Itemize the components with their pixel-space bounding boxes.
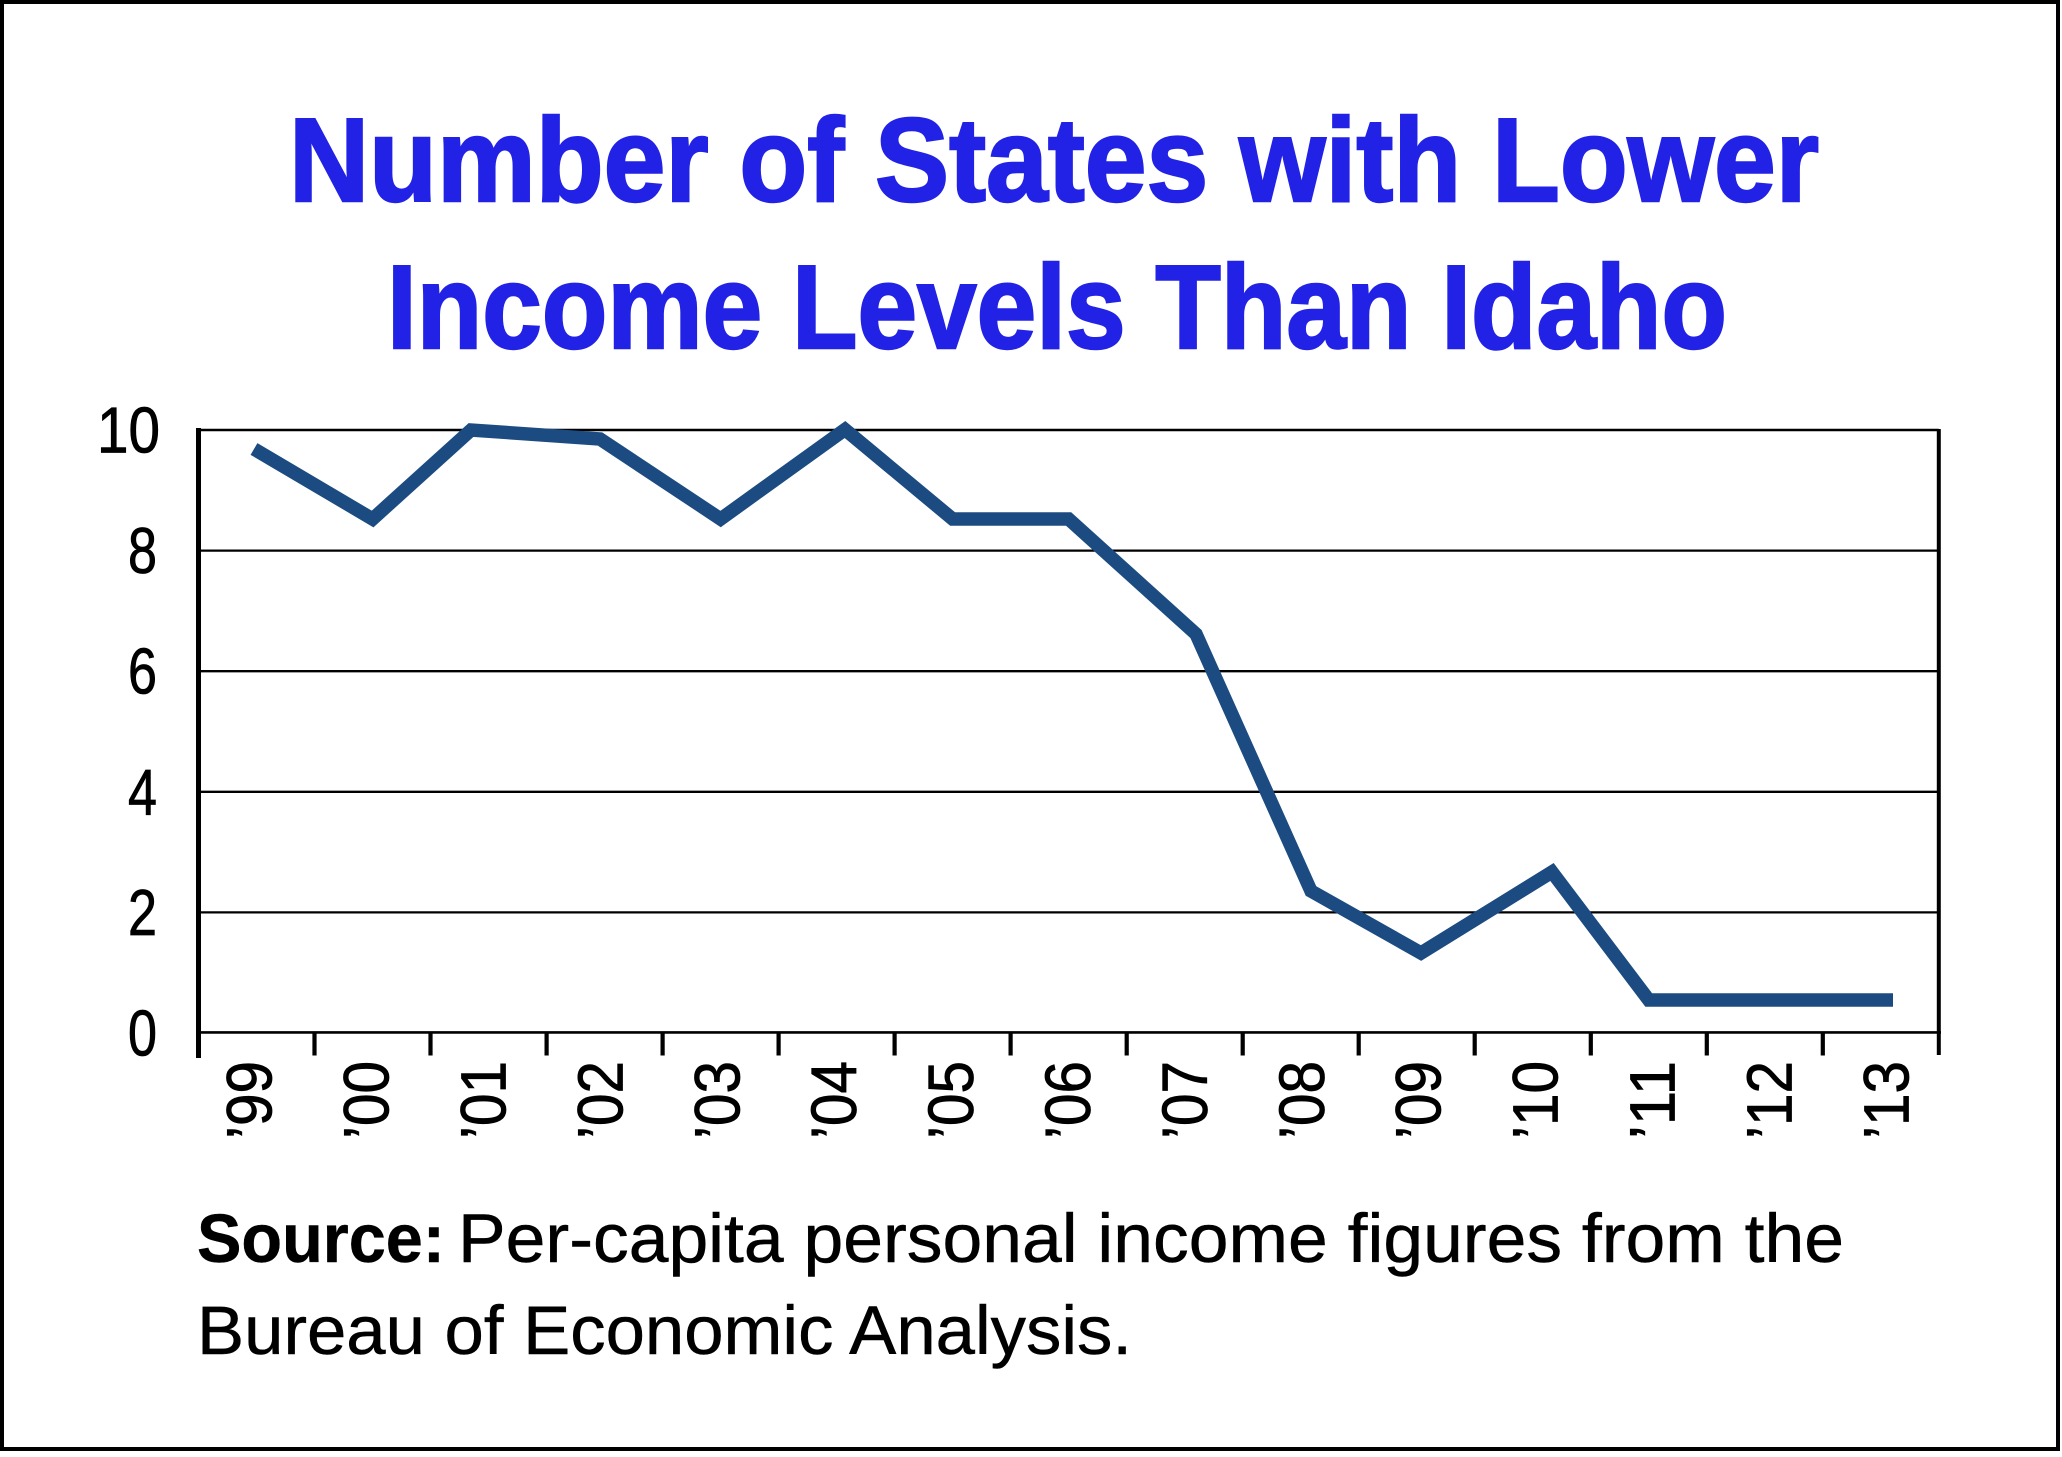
svg-text:Income Levels Than Idaho: Income Levels Than Idaho: [387, 241, 1727, 374]
svg-text:’11: ’11: [1617, 1061, 1689, 1139]
svg-text:Source:: Source:: [197, 1200, 445, 1277]
svg-text:’99: ’99: [214, 1061, 286, 1139]
svg-text:’10: ’10: [1500, 1061, 1572, 1139]
svg-text:6: 6: [128, 635, 157, 708]
svg-text:’08: ’08: [1266, 1061, 1338, 1139]
svg-text:’07: ’07: [1149, 1061, 1221, 1139]
svg-text:Per-capita personal income fig: Per-capita personal income figures from …: [458, 1200, 1844, 1277]
svg-text:’12: ’12: [1733, 1061, 1805, 1139]
svg-text:’01: ’01: [448, 1061, 520, 1139]
svg-text:2: 2: [128, 876, 157, 949]
svg-text:’04: ’04: [798, 1061, 870, 1139]
svg-text:’13: ’13: [1850, 1061, 1922, 1139]
svg-text:10: 10: [97, 394, 160, 467]
svg-text:’03: ’03: [681, 1061, 753, 1139]
svg-text:8: 8: [128, 514, 157, 587]
svg-text:’00: ’00: [331, 1061, 403, 1139]
svg-text:’06: ’06: [1032, 1061, 1104, 1139]
svg-text:0: 0: [128, 997, 157, 1070]
svg-text:’09: ’09: [1383, 1061, 1455, 1139]
svg-text:’05: ’05: [915, 1061, 987, 1139]
svg-text:’02: ’02: [564, 1061, 636, 1139]
svg-text:Bureau of Economic Analysis.: Bureau of Economic Analysis.: [197, 1292, 1132, 1369]
svg-text:Number of States with Lower: Number of States with Lower: [289, 94, 1819, 227]
svg-text:4: 4: [128, 755, 157, 828]
